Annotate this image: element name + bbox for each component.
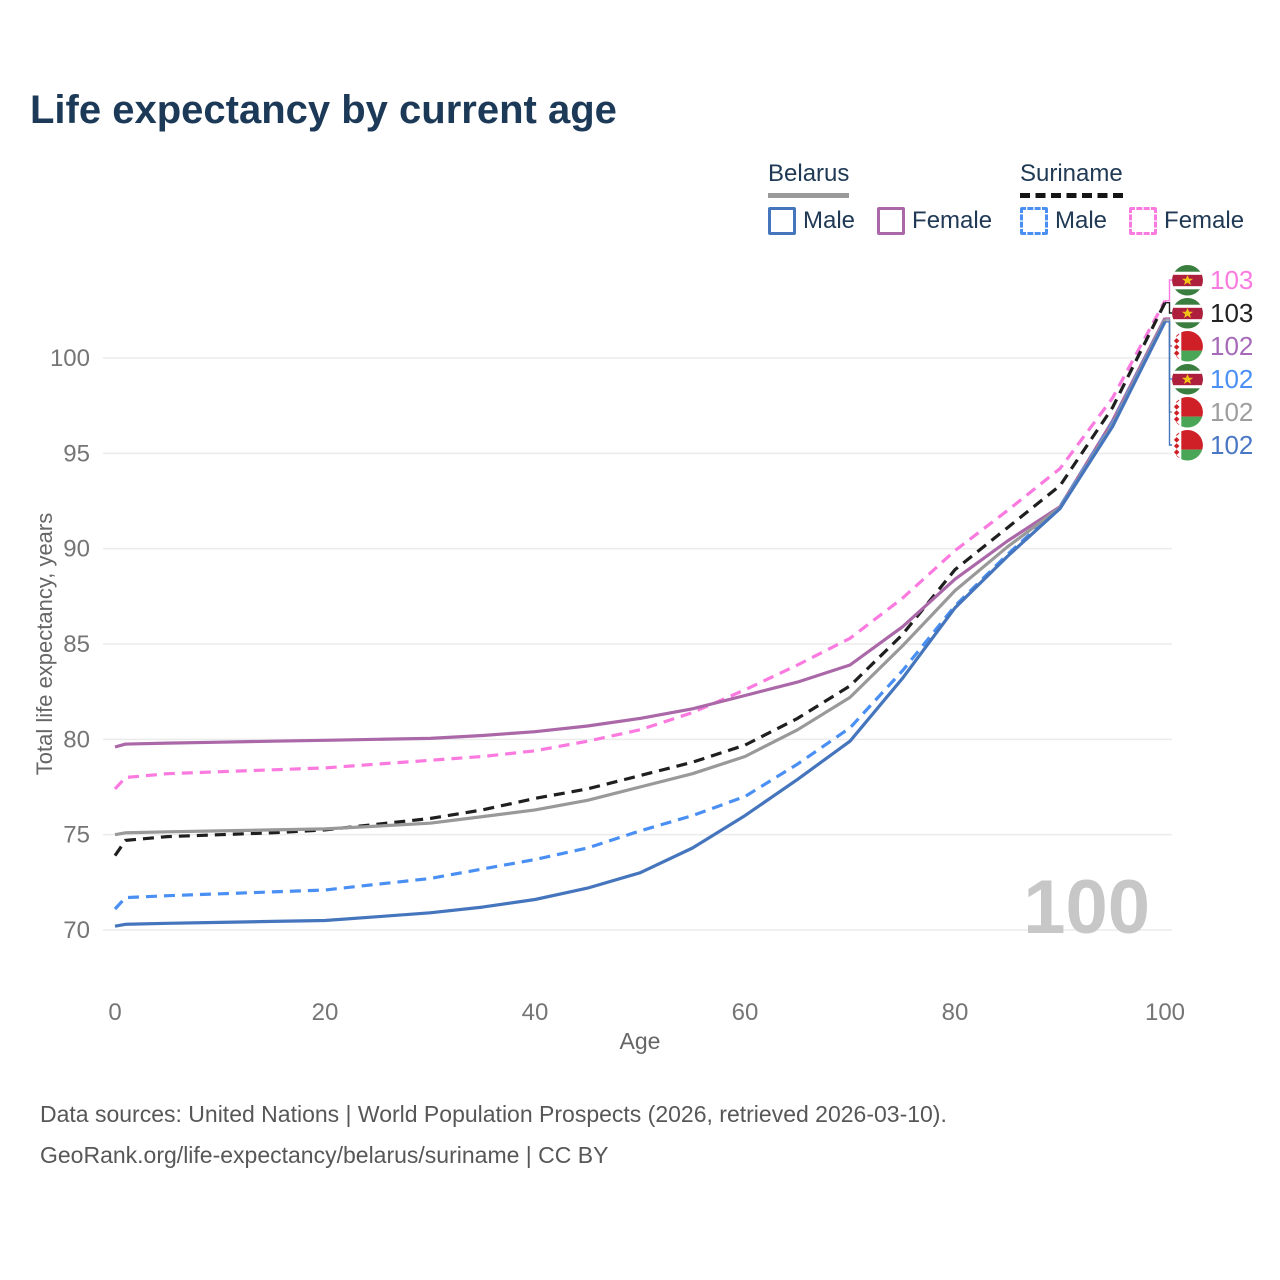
legend-swatch-icon	[768, 207, 796, 235]
end-label-value: 102	[1210, 331, 1254, 361]
legend-item-label: Male	[1055, 207, 1108, 234]
legend-item-suriname-male[interactable]: Male	[1020, 207, 1107, 235]
legend-swatch-icon	[1129, 207, 1158, 235]
x-tick-label: 0	[108, 999, 121, 1026]
y-tick-label: 100	[50, 345, 90, 372]
series-line-suriname-female[interactable]	[113, 300, 1167, 790]
legend-item-label: Female	[1164, 207, 1245, 234]
series-line-belarus-female[interactable]	[114, 317, 1167, 749]
x-tick-label: 80	[942, 999, 969, 1026]
series-line-suriname-total[interactable]	[113, 301, 1167, 857]
legend-country-belarus[interactable]: Belarus	[768, 160, 850, 198]
legend-swatch-icon	[1020, 207, 1048, 235]
x-tick-label: 60	[732, 999, 759, 1026]
y-tick-label: 70	[63, 917, 90, 944]
series-line-belarus-male[interactable]	[114, 321, 1167, 928]
x-tick-label: 100	[1145, 999, 1185, 1026]
y-tick-label: 95	[63, 440, 90, 467]
x-tick-label: 40	[522, 999, 549, 1026]
legend-item-belarus-female[interactable]: Female	[877, 207, 992, 235]
y-axis-title: Total life expectancy, years	[32, 512, 57, 776]
series-line-suriname-male[interactable]	[113, 319, 1167, 911]
end-label-suriname-male: 102	[1172, 363, 1253, 396]
source-block: Data sources: United Nations | World Pop…	[40, 1094, 947, 1176]
end-label-connector-belarus-male	[1165, 321, 1174, 446]
end-label-connector-suriname-total	[1165, 302, 1174, 314]
end-label-value: 102	[1210, 430, 1254, 460]
belarus-flag-icon	[1172, 331, 1203, 362]
y-tick-label: 80	[63, 726, 90, 753]
suriname-flag-icon	[1172, 265, 1203, 296]
end-label-connector-suriname-female	[1165, 279, 1174, 302]
y-tick-label: 85	[63, 631, 90, 658]
age-watermark: 100	[1023, 865, 1150, 950]
end-label-belarus-female: 102	[1172, 330, 1253, 363]
source-line-1: Data sources: United Nations | World Pop…	[40, 1101, 947, 1127]
legend-group-suriname: Suriname Male Female	[1020, 160, 1244, 235]
belarus-flag-icon	[1172, 397, 1203, 428]
belarus-flag-icon	[1172, 430, 1203, 461]
end-label-value: 103	[1210, 265, 1254, 295]
legend-swatch-icon	[877, 207, 906, 235]
page-title: Life expectancy by current age	[30, 88, 617, 132]
x-tick-label: 20	[312, 999, 339, 1026]
suriname-flag-icon	[1172, 298, 1203, 329]
legend-item-label: Female	[912, 207, 993, 234]
end-label-suriname-total: 103	[1172, 297, 1253, 330]
x-axis-title: Age	[619, 1028, 661, 1054]
end-label-belarus-total: 102	[1172, 396, 1253, 429]
legend-item-suriname-female[interactable]: Female	[1129, 207, 1244, 235]
series-line-belarus-total[interactable]	[114, 319, 1167, 837]
legend-item-label: Male	[803, 207, 856, 234]
end-label-suriname-female: 103	[1172, 264, 1253, 297]
end-label-belarus-male: 102	[1172, 429, 1253, 462]
end-label-value: 102	[1210, 364, 1254, 394]
end-label-value: 103	[1210, 298, 1254, 328]
y-tick-label: 75	[63, 822, 90, 849]
end-label-value: 102	[1210, 397, 1254, 427]
suriname-flag-icon	[1172, 364, 1203, 395]
source-line-2: GeoRank.org/life-expectancy/belarus/suri…	[40, 1142, 609, 1168]
legend-item-belarus-male[interactable]: Male	[768, 207, 855, 235]
legend-group-belarus: Belarus Male Female	[768, 160, 992, 235]
y-tick-label: 90	[63, 536, 90, 563]
legend-country-suriname[interactable]: Suriname	[1020, 160, 1123, 198]
